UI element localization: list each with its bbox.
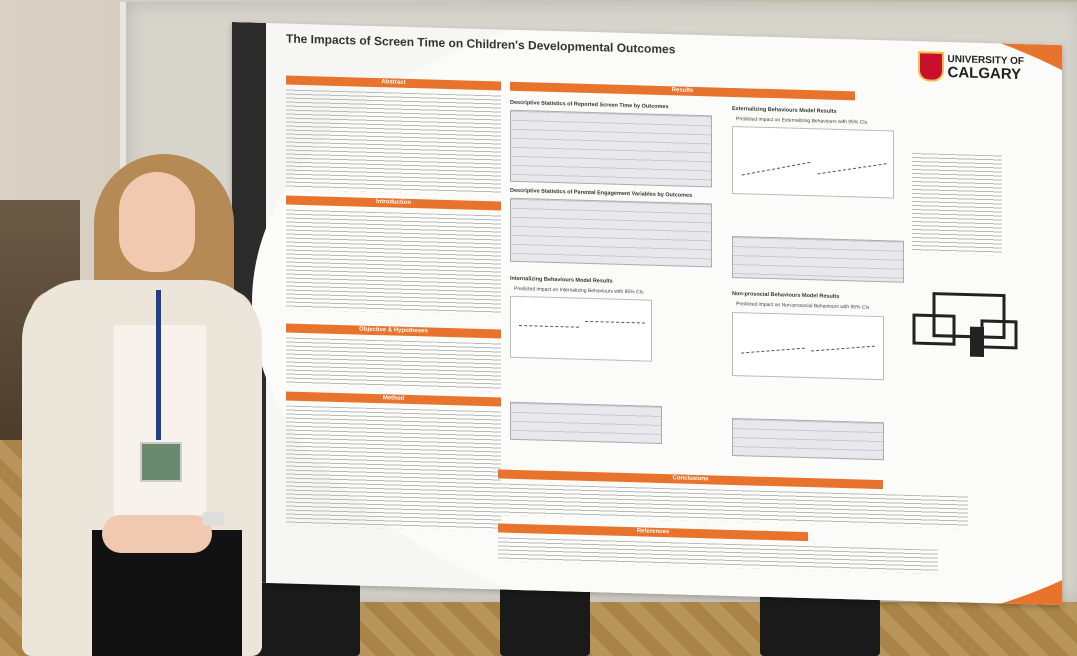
ext-plot-line-1 bbox=[741, 161, 811, 176]
ext-plot bbox=[732, 125, 894, 199]
results-side-text bbox=[912, 152, 1002, 256]
introduction-text bbox=[286, 209, 501, 316]
table-pro-model bbox=[732, 417, 884, 461]
objective-text bbox=[286, 337, 501, 392]
presenter bbox=[22, 150, 262, 656]
pro-plot bbox=[732, 311, 884, 381]
watch-icon bbox=[202, 512, 224, 526]
int-plot-line-2 bbox=[585, 320, 645, 324]
logo-text: UNIVERSITY OF CALGARY bbox=[947, 53, 1025, 83]
devices-icon bbox=[912, 292, 1018, 358]
table-int-model bbox=[510, 401, 662, 445]
int-plot-line-1 bbox=[519, 325, 579, 328]
pro-plot-line-2 bbox=[811, 345, 875, 352]
presenter-face bbox=[119, 172, 195, 272]
pro-plot-line-1 bbox=[741, 347, 805, 354]
presenter-hands bbox=[102, 515, 212, 553]
research-poster: The Impacts of Screen Time on Children's… bbox=[232, 22, 1062, 606]
method-text bbox=[286, 405, 501, 532]
logo-line2: CALGARY bbox=[947, 63, 1022, 83]
table-parent-engagement bbox=[510, 197, 712, 268]
lanyard bbox=[156, 290, 161, 440]
table-screen-time bbox=[510, 109, 712, 188]
ext-plot-line-2 bbox=[817, 163, 887, 175]
table-ext-model bbox=[732, 235, 904, 283]
university-logo: UNIVERSITY OF CALGARY bbox=[917, 51, 1025, 84]
name-badge bbox=[140, 442, 182, 482]
university-shield-icon bbox=[917, 51, 944, 82]
abstract-text bbox=[286, 89, 501, 196]
int-plot bbox=[510, 295, 652, 362]
